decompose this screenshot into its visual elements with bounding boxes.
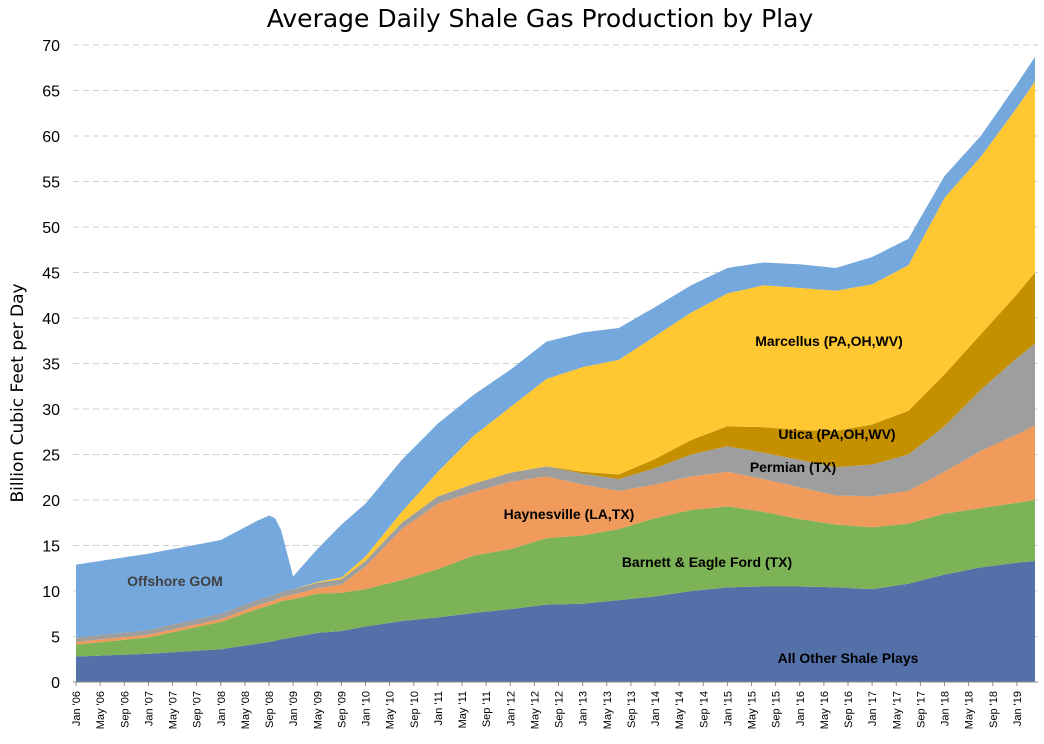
x-tick-label: May '09 [312,691,324,729]
x-tick-label: May '07 [168,691,180,729]
stacked-areas [76,56,1035,682]
annotation-all-other-shale-plays: All Other Shale Plays [778,650,919,666]
x-tick-label: May '14 [674,691,686,729]
x-tick-label: Jan '16 [795,691,807,726]
x-tick-label: May '10 [385,691,397,729]
x-tick-label: Sep '17 [915,691,927,728]
y-tick-35: 35 [42,357,60,374]
y-tick-25: 25 [42,448,60,465]
x-tick-label: Jan '19 [1012,691,1024,726]
y-tick-45: 45 [42,266,60,283]
y-tick-5: 5 [51,630,60,647]
area-barnett-eagle-ford-tx [76,500,1035,657]
y-tick-40: 40 [42,311,60,328]
area-offshore-gom [76,56,1035,638]
x-tick-label: Jan '12 [505,691,517,726]
x-tick-label: Sep '09 [336,691,348,728]
x-tick-label: Jan '10 [361,691,373,726]
y-tick-0: 0 [51,675,60,692]
x-tick-label: Jan '15 [722,691,734,726]
x-tick-label: May '12 [529,691,541,729]
y-tick-labels: 0 5 10 15 20 25 30 35 40 45 50 55 60 65 70 [42,38,60,692]
x-tick-label: Jan '14 [650,691,662,726]
annotation-offshore-gom: Offshore GOM [127,573,223,589]
x-tick-label: Jan '06 [71,691,83,726]
x-tick-label: Jan '07 [143,691,155,726]
x-tick-label: May '08 [240,691,252,729]
x-tick-label: Sep '12 [554,691,566,728]
x-tick-label: Jan '11 [433,691,445,725]
x-tick-labels: Jan '06 May '06 Sep '06 Jan '07 May '07 Sep '… [71,691,1024,729]
y-tick-55: 55 [42,175,60,192]
x-tick-label: May '06 [95,691,107,729]
x-tick-label: May '13 [602,691,614,729]
x-tick-label: May '18 [964,691,976,729]
x-tick-label: Sep '15 [771,691,783,728]
y-tick-10: 10 [42,584,60,601]
x-tick-label: Sep '13 [626,691,638,728]
annotation-utica: Utica (PA,OH,WV) [778,426,895,442]
annotation-barnett-eagle-ford: Barnett & Eagle Ford (TX) [622,554,792,570]
chart-title: Average Daily Shale Gas Production by Pl… [267,4,814,33]
area-permian-tx [76,343,1035,642]
area-marcellus-pa-oh-wv [76,81,1035,638]
y-tick-30: 30 [42,402,60,419]
x-tick-label: Sep '16 [843,691,855,728]
x-tick-label: May '16 [819,691,831,729]
x-tick-label: Jan '17 [867,691,879,726]
y-tick-50: 50 [42,220,60,237]
x-tick-label: May '11 [457,691,469,728]
area-haynesville-la-tx [76,425,1035,645]
y-axis-label: Billion Cubic Feet per Day [8,283,28,502]
annotation-haynesville: Haynesville (LA,TX) [504,506,635,522]
annotation-marcellus: Marcellus (PA,OH,WV) [755,333,903,349]
y-tick-70: 70 [42,38,60,55]
x-tick-label: May '15 [747,691,759,729]
area-all-other-shale-plays [76,560,1035,682]
y-tick-20: 20 [42,493,60,510]
x-tick-label: Sep '11 [481,691,493,727]
x-tick-label: Jan '13 [578,691,590,726]
x-tick-label: Sep '06 [119,691,131,728]
x-tick-label: Jan '09 [288,691,300,726]
annotation-permian: Permian (TX) [750,459,836,475]
x-tick-label: Sep '14 [698,691,710,728]
x-tick-label: May '17 [891,691,903,729]
x-tick-label: Sep '10 [409,691,421,728]
series-annotations: Offshore GOM Barnett & Eagle Ford (TX) H… [127,333,918,666]
x-tick-label: Sep '07 [192,691,204,728]
x-tick-label: Jan '08 [216,691,228,726]
x-tick-label: Sep '08 [264,691,276,728]
x-tick-label: Jan '18 [940,691,952,726]
x-tick-label: Sep '18 [988,691,1000,728]
area-utica-pa-oh-wv [76,272,1035,638]
y-tick-60: 60 [42,129,60,146]
axes [73,681,1038,686]
y-tick-65: 65 [42,84,60,101]
y-tick-15: 15 [42,539,60,556]
